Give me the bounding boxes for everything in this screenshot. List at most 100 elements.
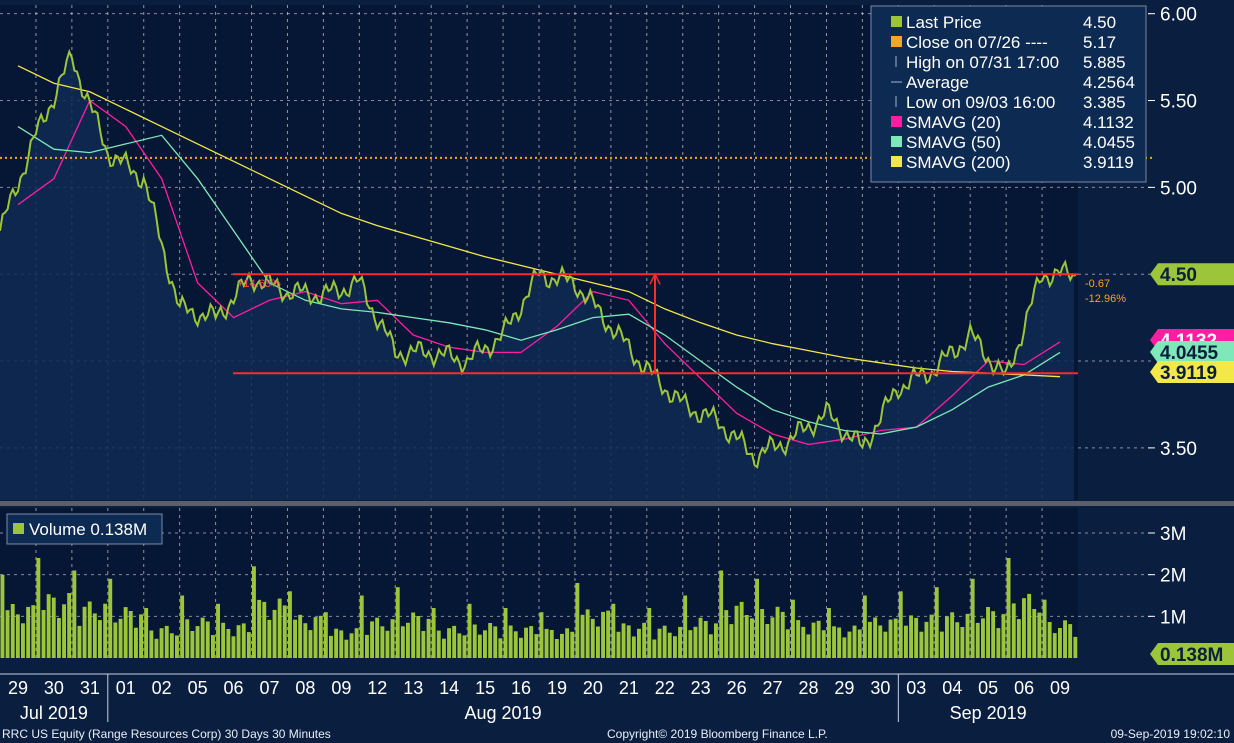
volume-bar — [1016, 619, 1021, 658]
volume-bar — [929, 614, 934, 658]
legend-marker — [891, 36, 902, 47]
volume-bar — [827, 608, 831, 658]
volume-bar — [914, 617, 919, 658]
volume-bar — [621, 623, 626, 658]
volume-bar — [955, 622, 960, 658]
volume-bar — [452, 625, 457, 658]
legend-label: Close on 07/26 ---- — [906, 33, 1048, 52]
volume-bar — [580, 614, 585, 658]
volume-bar — [1032, 609, 1037, 658]
volume-bar — [175, 635, 179, 658]
legend-value: 3.9119 — [1083, 153, 1134, 172]
volume-bar — [31, 605, 36, 658]
volume-bar — [1047, 622, 1052, 658]
legend-value: 4.2564 — [1083, 73, 1135, 92]
volume-bar — [811, 622, 816, 658]
price-axis-tick-label: 5.50 — [1160, 92, 1197, 113]
volume-bar — [390, 619, 395, 658]
volume-bar — [508, 625, 513, 658]
volume-bar — [981, 618, 985, 658]
volume-bar — [534, 634, 539, 658]
volume-bar — [898, 591, 903, 658]
volume-bar — [436, 630, 441, 658]
volume-bar — [652, 639, 657, 658]
volume-bar — [708, 634, 713, 658]
volume-bar — [796, 620, 801, 658]
volume-bar — [975, 622, 980, 658]
price-axis-tick-label: 6.00 — [1160, 5, 1197, 26]
x-axis-session-label: 13 — [403, 678, 423, 698]
volume-bar — [1058, 628, 1062, 658]
legend-value: 4.50 — [1083, 13, 1116, 32]
volume-bar — [893, 618, 898, 658]
volume-bar — [693, 626, 698, 658]
volume-bar — [1068, 624, 1073, 658]
volume-bar — [775, 606, 780, 658]
volume-bar — [960, 627, 965, 658]
value-badge-label: 3.9119 — [1160, 363, 1217, 384]
value-badge-shape — [1150, 263, 1234, 286]
volume-bar — [565, 628, 570, 658]
volume-bar — [719, 570, 724, 658]
x-axis-month-label: Aug 2019 — [465, 703, 542, 723]
price-area — [0, 51, 1076, 500]
volume-bar — [575, 583, 580, 658]
volume-bar — [246, 632, 251, 658]
legend-label: Average — [906, 73, 969, 92]
legend-marker — [891, 136, 902, 147]
volume-bar — [303, 623, 308, 658]
volume-bar — [780, 611, 785, 658]
volume-bar — [493, 626, 498, 658]
x-axis-session-label: 29 — [834, 678, 854, 698]
volume-bar — [991, 611, 996, 658]
volume-bar — [1027, 593, 1032, 658]
volume-bar — [673, 636, 677, 658]
volume-bar — [159, 628, 164, 658]
volume-bar — [144, 608, 149, 658]
volume-bar — [134, 627, 138, 658]
legend-marker — [891, 16, 902, 27]
volume-bar — [77, 625, 82, 658]
volume-bar — [816, 620, 821, 658]
volume-bar — [288, 591, 292, 658]
x-axis-session-label: 20 — [583, 678, 603, 698]
x-axis-month-label: Sep 2019 — [950, 703, 1027, 723]
volume-bar — [744, 615, 749, 658]
value-badge-label: 4.0455 — [1160, 343, 1219, 364]
legend-value: 3.385 — [1083, 93, 1126, 112]
volume-bar — [216, 603, 220, 658]
volume-bar — [868, 621, 872, 658]
volume-bar — [596, 626, 600, 658]
volume-bar — [26, 606, 31, 658]
volume-bar — [431, 608, 436, 658]
volume-bar — [483, 630, 487, 658]
volume-bar — [637, 628, 641, 658]
volume-bar — [714, 623, 718, 658]
price-axis-tick-label: 5.00 — [1160, 178, 1197, 199]
volume-bar — [185, 619, 190, 658]
volume-bar — [72, 570, 77, 658]
volume-bar — [118, 618, 123, 658]
volume-bar — [678, 626, 682, 658]
volume-bar — [262, 601, 267, 658]
x-axis-session-label: 16 — [511, 678, 531, 698]
volume-axis-tick-label: 3M — [1160, 524, 1186, 545]
volume-bar — [205, 621, 210, 658]
x-axis-session-label: 07 — [259, 678, 279, 698]
volume-bar — [909, 615, 913, 658]
volume-bar — [241, 623, 246, 658]
volume-bar — [211, 635, 215, 658]
volume-bar — [411, 612, 416, 658]
x-axis-session-label: 06 — [1014, 678, 1034, 698]
volume-bar — [667, 632, 672, 658]
volume-bar — [888, 619, 893, 658]
volume-bar — [375, 617, 380, 658]
volume-bar — [1073, 636, 1078, 658]
volume-bar — [904, 625, 908, 658]
volume-bar — [344, 639, 349, 658]
value-badge: 4.50 — [1150, 263, 1234, 286]
volume-bar — [549, 630, 554, 658]
legend-value: 4.1132 — [1083, 113, 1134, 132]
volume-bar — [416, 616, 421, 658]
volume-bar — [626, 625, 631, 658]
